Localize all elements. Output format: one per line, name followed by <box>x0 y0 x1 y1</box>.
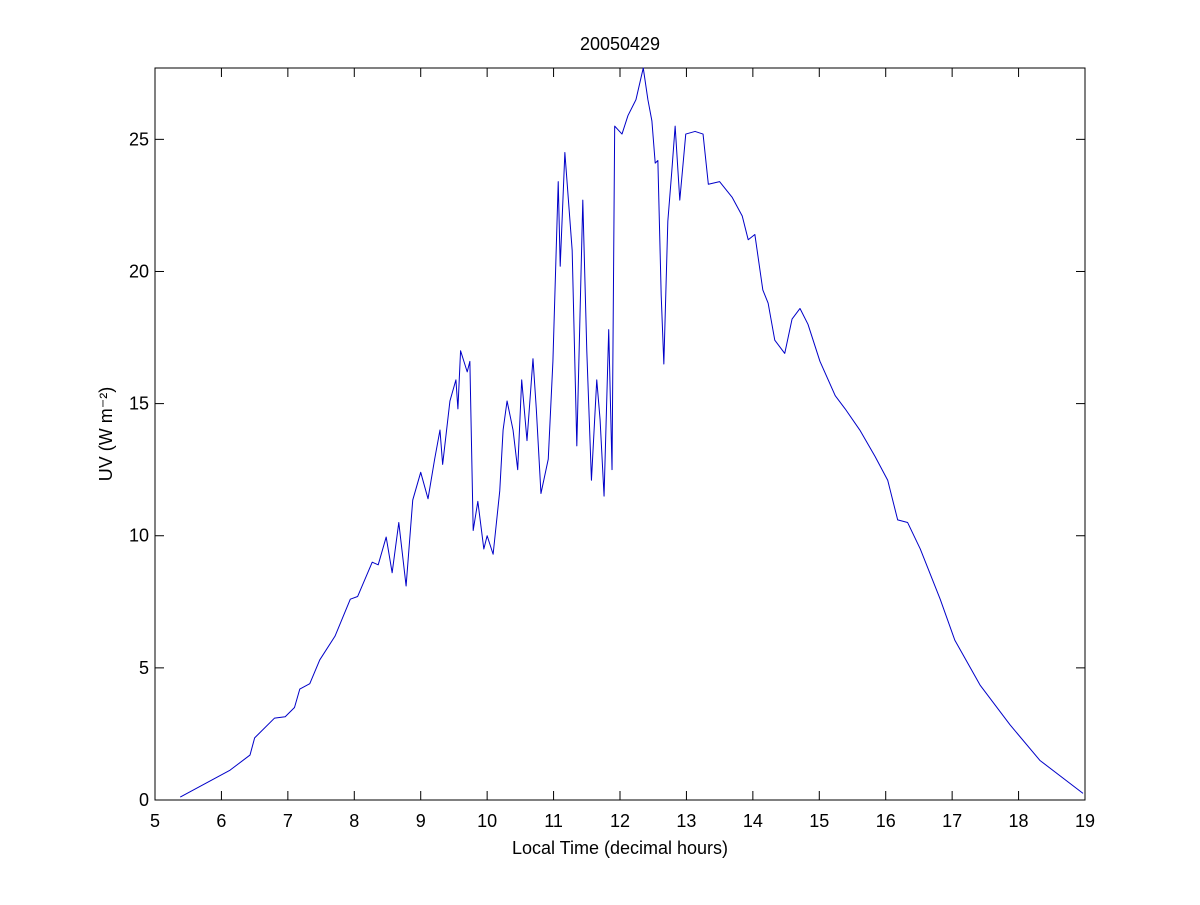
x-tick-label: 19 <box>1075 811 1095 831</box>
x-tick-label: 17 <box>942 811 962 831</box>
x-tick-label: 11 <box>544 811 563 831</box>
x-tick-label: 14 <box>743 811 763 831</box>
x-tick-label: 7 <box>283 811 293 831</box>
y-tick-label: 25 <box>129 129 149 149</box>
x-tick-label: 18 <box>1009 811 1029 831</box>
x-tick-label: 12 <box>610 811 630 831</box>
x-tick-label: 8 <box>349 811 359 831</box>
plot-frame <box>154 67 1086 801</box>
x-tick-label: 10 <box>477 811 497 831</box>
x-tick-label: 6 <box>216 811 226 831</box>
y-tick-label: 20 <box>129 261 149 281</box>
y-axis-label: UV (W m⁻²) <box>96 387 116 481</box>
x-tick-label: 9 <box>416 811 426 831</box>
x-axis-label: Local Time (decimal hours) <box>512 838 728 858</box>
y-tick-label: 5 <box>139 658 149 678</box>
x-tick-label: 5 <box>150 811 160 831</box>
y-tick-label: 0 <box>139 790 149 810</box>
x-tick-label: 13 <box>676 811 696 831</box>
data-line <box>180 67 1084 798</box>
x-tick-label: 15 <box>809 811 829 831</box>
y-tick-label: 10 <box>129 526 149 546</box>
chart-title: 20050429 <box>580 34 660 54</box>
y-tick-label: 15 <box>129 394 149 414</box>
x-tick-label: 16 <box>876 811 896 831</box>
